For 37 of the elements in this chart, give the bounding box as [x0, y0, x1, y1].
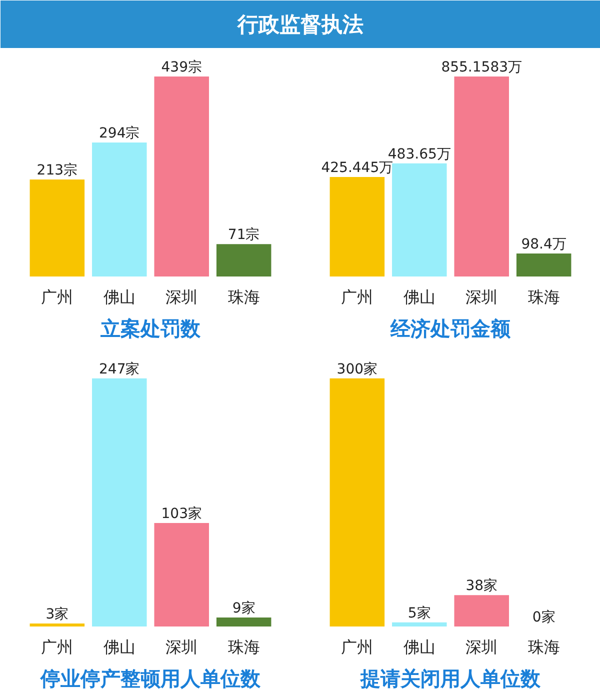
x-tick-label: 广州: [341, 638, 374, 656]
x-tick-label: 广州: [41, 288, 74, 306]
data-label: 5家: [408, 605, 431, 622]
data-label: 425.445万: [321, 160, 394, 176]
text: 立案处罚数: [100, 316, 202, 340]
data-label: 103家: [161, 506, 202, 522]
data-label: 9家: [232, 600, 256, 616]
data-label: 38家: [466, 578, 498, 594]
x-tick-label: 佛山: [403, 638, 436, 656]
data-label: 855.1583万: [441, 60, 522, 76]
x-tick-label: 广州: [41, 638, 74, 656]
data-label: 98.4万: [521, 236, 566, 252]
text: 提请关闭用人单位数: [360, 666, 542, 690]
data-label: 71宗: [228, 227, 260, 244]
data-label: 213宗: [36, 162, 78, 178]
x-tick-label: 深圳: [166, 288, 198, 306]
x-tick-label: 珠海: [528, 288, 560, 306]
x-tick-label: 广州: [341, 288, 374, 306]
data-label: 294宗: [99, 126, 140, 142]
x-tick-label: 珠海: [528, 638, 560, 656]
x-tick-label: 深圳: [166, 638, 198, 656]
text: 经济处罚金额: [390, 316, 512, 340]
x-tick-label: 深圳: [466, 638, 498, 656]
x-tick-label: 珠海: [228, 288, 260, 306]
data-label: 3家: [46, 606, 69, 622]
x-tick-label: 佛山: [103, 288, 136, 306]
data-label: 483.65万: [388, 146, 451, 162]
data-label: 439宗: [161, 60, 202, 76]
data-label: 247家: [99, 361, 140, 378]
text: 停业停产整顿用人单位数: [40, 666, 262, 690]
x-tick-label: 珠海: [228, 638, 260, 656]
data-label: 0家: [532, 610, 556, 626]
x-tick-label: 佛山: [103, 638, 136, 656]
text: 行政监督执法: [236, 12, 364, 36]
x-tick-label: 佛山: [403, 288, 436, 306]
x-tick-label: 深圳: [466, 288, 498, 306]
data-label: 300家: [336, 361, 378, 378]
